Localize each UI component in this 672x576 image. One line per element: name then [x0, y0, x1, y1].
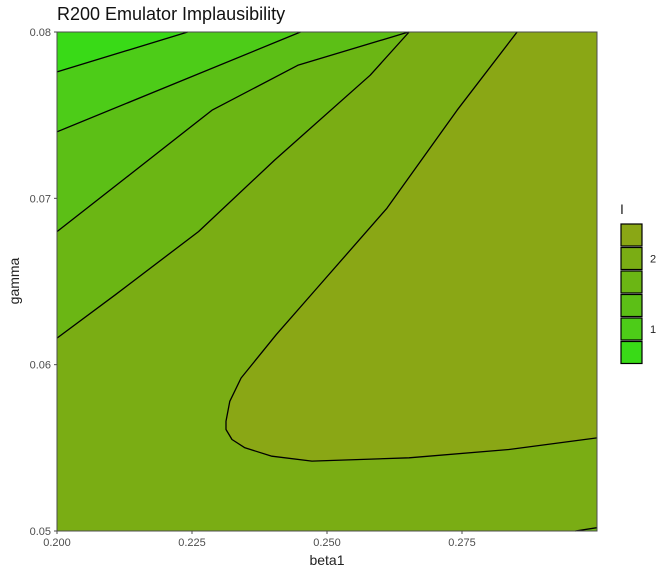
- x-tick-label: 0.275: [448, 537, 476, 549]
- contour-lines: [56, 31, 598, 532]
- region-band-3: [57, 32, 409, 232]
- chart-title: R200 Emulator Implausibility: [57, 4, 285, 24]
- x-tick-label: 0.225: [178, 537, 206, 549]
- legend-key: [620, 340, 643, 365]
- x-axis: 0.200 0.225 0.250 0.275: [43, 531, 476, 549]
- legend-key: [620, 270, 643, 294]
- legend: I 2 1: [620, 201, 656, 365]
- y-tick-label: 0.05: [30, 526, 51, 538]
- region-band-4: [57, 32, 410, 339]
- x-tick-label: 0.250: [313, 537, 341, 549]
- legend-title: I: [620, 201, 624, 217]
- plot-panel: [56, 31, 598, 532]
- contour-regions: [57, 32, 597, 531]
- legend-key: [620, 223, 643, 247]
- contour-line-3: [56, 31, 409, 233]
- legend-key: [620, 246, 643, 271]
- contour-line-1: [56, 31, 188, 73]
- legend-key: [620, 317, 643, 341]
- y-tick-label: 0.06: [30, 360, 51, 372]
- y-tick-label: 0.07: [30, 193, 51, 205]
- legend-label: 2: [650, 254, 656, 266]
- contour-line-6: [575, 527, 598, 532]
- region-band-5: [226, 32, 597, 462]
- legend-key: [620, 293, 643, 318]
- contour-line-5: [225, 31, 598, 462]
- y-axis: 0.05 0.06 0.07 0.08: [30, 27, 57, 538]
- legend-label: 1: [650, 324, 656, 336]
- y-axis-title: gamma: [6, 257, 22, 304]
- contour-line-2: [56, 31, 301, 133]
- x-axis-title: beta1: [309, 552, 344, 568]
- contour-line-4: [56, 31, 410, 339]
- x-tick-label: 0.200: [43, 537, 71, 549]
- y-tick-label: 0.08: [30, 27, 51, 39]
